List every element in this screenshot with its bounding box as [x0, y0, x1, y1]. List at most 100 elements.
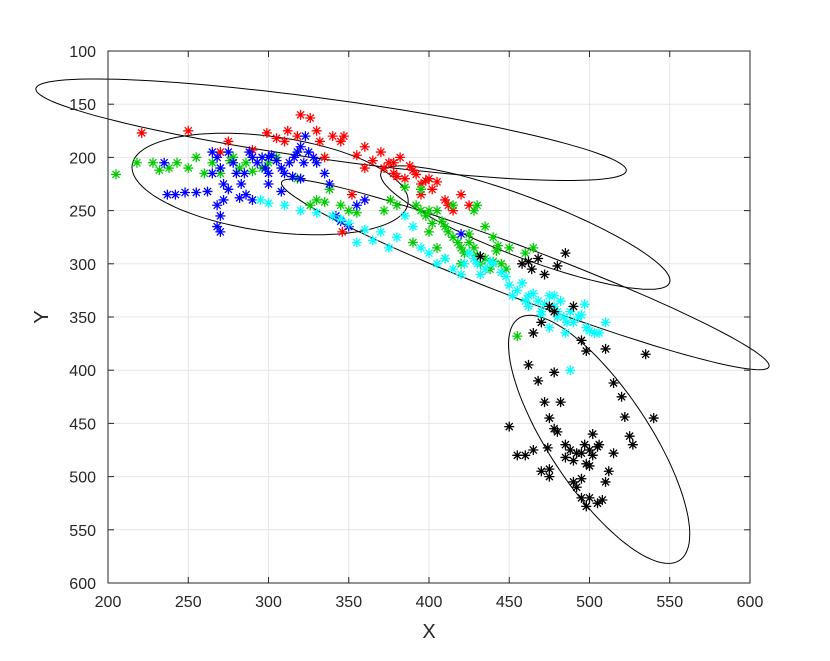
data-point — [608, 448, 619, 459]
data-point — [493, 240, 504, 251]
data-point — [549, 290, 560, 301]
ellipse-contour — [131, 132, 409, 236]
data-point — [282, 125, 293, 136]
data-point — [552, 426, 563, 437]
data-point — [391, 200, 402, 211]
data-point — [565, 445, 576, 455]
data-point — [440, 253, 451, 264]
ellipse-layer — [35, 78, 770, 564]
x-tick-label: 500 — [576, 594, 603, 611]
y-tick-label: 600 — [69, 576, 96, 593]
data-point — [496, 267, 507, 278]
data-point — [295, 141, 306, 152]
data-point — [183, 163, 194, 174]
data-point — [276, 163, 287, 174]
data-point — [279, 168, 290, 179]
data-point — [448, 205, 459, 216]
data-point — [528, 327, 539, 338]
data-point — [464, 200, 475, 211]
data-point — [468, 253, 479, 264]
data-point — [131, 157, 142, 168]
data-point — [183, 125, 194, 136]
series-5 — [475, 248, 659, 512]
x-tick-label: 250 — [175, 594, 202, 611]
data-point — [327, 210, 338, 221]
data-point — [252, 157, 263, 168]
data-point — [565, 365, 576, 376]
data-point — [247, 152, 258, 163]
data-point — [464, 248, 475, 259]
data-point — [228, 152, 239, 163]
data-point — [266, 150, 277, 161]
data-point — [231, 168, 242, 179]
data-point — [584, 445, 595, 455]
data-point — [432, 176, 443, 187]
data-point — [512, 285, 523, 296]
data-point — [391, 171, 402, 182]
series-1 — [136, 109, 475, 237]
data-point — [308, 152, 319, 163]
data-point — [338, 131, 349, 142]
data-point — [300, 131, 311, 142]
data-point — [271, 155, 282, 166]
axis-ticks: 200 250 300 350 400 450 500 550 600 100 150 200 250 3… — [69, 44, 763, 611]
y-tick-label: 100 — [69, 44, 96, 61]
data-point — [448, 264, 459, 275]
y-tick-label: 550 — [69, 523, 96, 540]
data-point — [464, 229, 475, 240]
data-point — [359, 163, 370, 174]
data-point — [391, 232, 402, 243]
data-point — [411, 200, 422, 211]
data-point — [215, 226, 226, 237]
data-point — [351, 200, 362, 211]
data-point — [456, 189, 467, 200]
data-point — [536, 309, 547, 320]
data-point — [456, 229, 467, 240]
data-point — [544, 464, 555, 475]
data-point — [295, 109, 306, 120]
data-point — [420, 210, 431, 221]
data-point — [456, 242, 467, 253]
data-point — [555, 397, 566, 408]
y-tick-label: 300 — [69, 257, 96, 274]
data-point — [542, 442, 553, 453]
data-point — [279, 136, 290, 147]
x-tick-label: 350 — [335, 594, 362, 611]
data-point — [648, 413, 659, 424]
data-point — [411, 169, 422, 180]
data-point — [223, 147, 234, 158]
data-point — [327, 131, 338, 142]
data-point — [292, 147, 303, 158]
data-point — [191, 152, 202, 163]
data-point — [343, 205, 354, 216]
data-point — [223, 184, 234, 195]
data-point — [427, 218, 438, 229]
ellipse-contour — [35, 78, 627, 181]
data-point — [427, 184, 438, 195]
data-point — [415, 205, 426, 216]
data-point — [539, 299, 550, 310]
data-point — [565, 306, 576, 317]
data-point — [298, 157, 309, 168]
data-point — [383, 242, 394, 253]
data-point — [359, 224, 370, 235]
x-tick-label: 550 — [656, 594, 683, 611]
data-point — [359, 194, 370, 205]
y-tick-label: 500 — [69, 470, 96, 487]
data-point — [501, 264, 512, 275]
data-point — [512, 450, 523, 461]
data-point — [223, 136, 234, 147]
data-point — [424, 226, 434, 237]
data-point — [523, 301, 534, 312]
data-point — [218, 179, 229, 189]
data-point — [212, 221, 223, 232]
data-point — [324, 184, 335, 195]
data-point — [501, 271, 512, 282]
data-point — [480, 221, 491, 232]
data-point — [311, 157, 322, 168]
data-point — [295, 205, 306, 216]
data-point — [600, 317, 611, 328]
data-point — [448, 232, 459, 243]
data-point — [335, 136, 346, 147]
